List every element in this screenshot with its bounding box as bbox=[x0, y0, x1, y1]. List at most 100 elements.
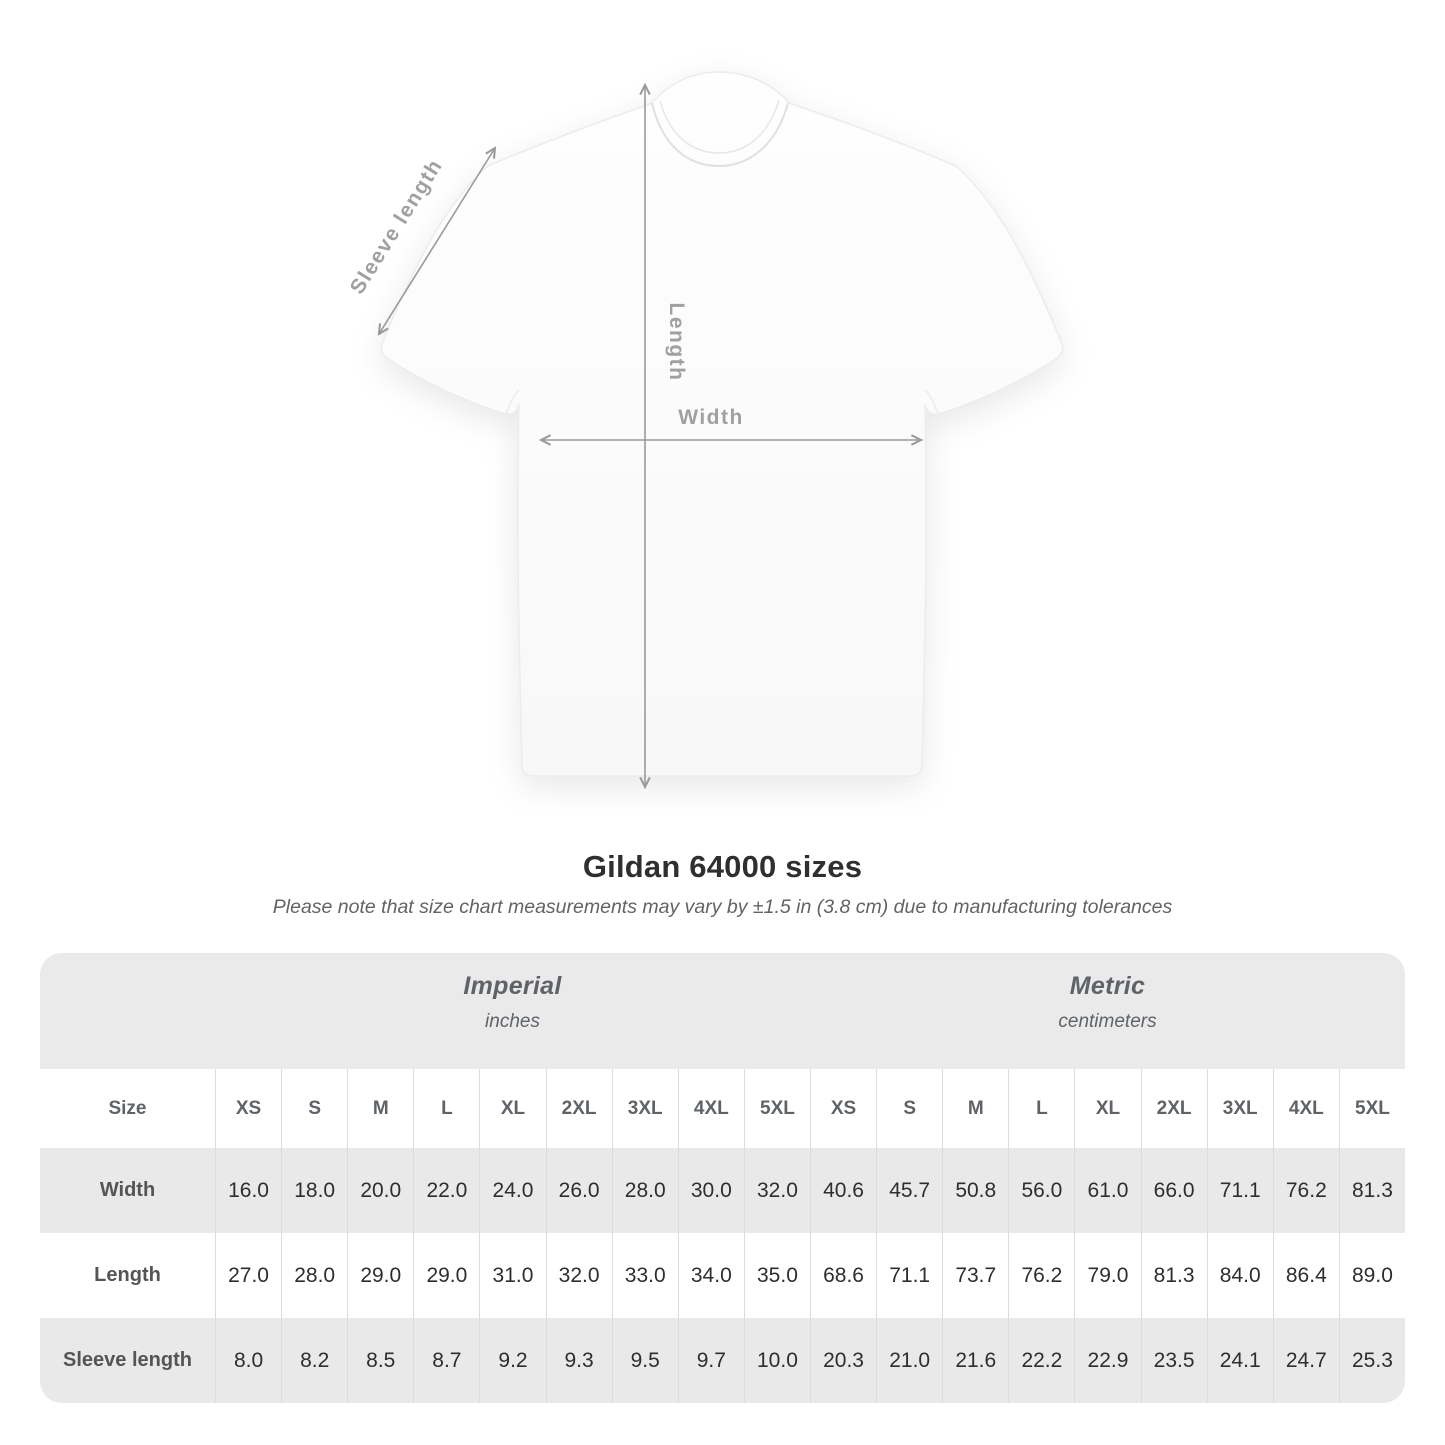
value-cell: 68.6 bbox=[810, 1233, 876, 1318]
table-row-width: Width 16.0 18.0 20.0 22.0 24.0 26.0 28.0… bbox=[40, 1148, 1405, 1233]
tshirt-collar-outer bbox=[651, 102, 789, 168]
size-table: Imperial inches Metric centimeters Size … bbox=[40, 953, 1405, 1403]
size-col-header-metric-5xl: 5XL bbox=[1338, 1069, 1405, 1148]
row-label-width: Width bbox=[99, 1179, 156, 1201]
length-label: Length bbox=[665, 303, 688, 382]
value-cell: 18.0 bbox=[281, 1148, 347, 1233]
value-cell: 24.7 bbox=[1272, 1318, 1339, 1403]
value-cell: 21.6 bbox=[942, 1318, 1008, 1403]
value-cell: 71.1 bbox=[1206, 1148, 1273, 1233]
value-cell: 23.5 bbox=[1140, 1318, 1207, 1403]
tshirt-left-sleeve-seam bbox=[505, 389, 520, 415]
size-col-header-imperial-xs: XS bbox=[215, 1069, 281, 1148]
metric-section-header: Metric centimeters bbox=[810, 953, 1405, 1069]
value-cell: 28.0 bbox=[281, 1233, 347, 1318]
size-col-header-metric-l: L bbox=[1008, 1069, 1074, 1148]
value-cell: 84.0 bbox=[1206, 1233, 1273, 1318]
value-cell: 22.0 bbox=[413, 1148, 479, 1233]
unit-band-spacer bbox=[40, 953, 215, 1069]
value-cell: 20.0 bbox=[347, 1148, 413, 1233]
value-cell: 40.6 bbox=[810, 1148, 876, 1233]
value-cell: 28.0 bbox=[611, 1148, 678, 1233]
value-cell: 8.0 bbox=[215, 1318, 281, 1403]
value-cell: 24.0 bbox=[479, 1148, 545, 1233]
value-cell: 81.3 bbox=[1140, 1233, 1207, 1318]
size-col-header-metric-2xl: 2XL bbox=[1140, 1069, 1207, 1148]
size-col-header-imperial-3xl: 3XL bbox=[611, 1069, 678, 1148]
tshirt-collar-inner bbox=[659, 99, 780, 154]
size-col-header-imperial-xl: XL bbox=[479, 1069, 545, 1148]
value-cell: 8.2 bbox=[281, 1318, 347, 1403]
size-col-header-metric-xl: XL bbox=[1074, 1069, 1140, 1148]
table-row-length: Length 27.0 28.0 29.0 29.0 31.0 32.0 33.… bbox=[40, 1233, 1405, 1318]
value-cell: 66.0 bbox=[1140, 1148, 1207, 1233]
value-cell: 31.0 bbox=[479, 1233, 545, 1318]
value-cell: 32.0 bbox=[743, 1148, 810, 1233]
value-cell: 86.4 bbox=[1272, 1233, 1339, 1318]
value-cell: 26.0 bbox=[545, 1148, 612, 1233]
value-cell: 25.3 bbox=[1338, 1318, 1405, 1403]
tshirt-diagram: Sleeve length Length Width bbox=[346, 71, 1064, 790]
value-cell: 27.0 bbox=[215, 1233, 281, 1318]
imperial-title: Imperial bbox=[463, 972, 562, 1000]
value-cell: 8.5 bbox=[347, 1318, 413, 1403]
size-header-label: Size bbox=[108, 1097, 147, 1119]
page-title: Gildan 64000 sizes bbox=[582, 849, 863, 884]
value-cell: 30.0 bbox=[677, 1148, 744, 1233]
value-cell: 71.1 bbox=[876, 1233, 942, 1318]
value-cell: 35.0 bbox=[743, 1233, 810, 1318]
imperial-section-header: Imperial inches bbox=[215, 953, 810, 1069]
value-cell: 22.2 bbox=[1008, 1318, 1074, 1403]
value-cell: 8.7 bbox=[413, 1318, 479, 1403]
value-cell: 9.7 bbox=[677, 1318, 744, 1403]
value-cell: 76.2 bbox=[1272, 1148, 1339, 1233]
value-cell: 24.1 bbox=[1206, 1318, 1273, 1403]
metric-unit: centimeters bbox=[1058, 1011, 1157, 1032]
unit-band: Imperial inches Metric centimeters bbox=[40, 953, 1405, 1069]
tolerance-note: Please note that size chart measurements… bbox=[272, 896, 1173, 918]
width-label: Width bbox=[678, 406, 744, 429]
value-cell: 33.0 bbox=[611, 1233, 678, 1318]
row-label-sleeve-length: Sleeve length bbox=[63, 1349, 192, 1371]
value-cell: 16.0 bbox=[215, 1148, 281, 1233]
row-label-length: Length bbox=[94, 1264, 161, 1286]
sleeve-length-arrow bbox=[377, 146, 497, 336]
value-cell: 50.8 bbox=[942, 1148, 1008, 1233]
size-col-header-imperial-5xl: 5XL bbox=[743, 1069, 810, 1148]
value-cell: 34.0 bbox=[677, 1233, 744, 1318]
tshirt-shape bbox=[380, 71, 1064, 777]
value-cell: 9.3 bbox=[545, 1318, 612, 1403]
size-col-header-metric-xs: XS bbox=[810, 1069, 876, 1148]
metric-title: Metric bbox=[1069, 972, 1146, 1000]
size-col-header-imperial-2xl: 2XL bbox=[545, 1069, 612, 1148]
size-col-header-metric-m: M bbox=[942, 1069, 1008, 1148]
table-row-sleeve-length: Sleeve length 8.0 8.2 8.5 8.7 9.2 9.3 9.… bbox=[40, 1318, 1405, 1403]
size-col-header-imperial-4xl: 4XL bbox=[677, 1069, 744, 1148]
value-cell: 9.5 bbox=[611, 1318, 678, 1403]
value-cell: 21.0 bbox=[876, 1318, 942, 1403]
size-col-header-metric-4xl: 4XL bbox=[1272, 1069, 1339, 1148]
value-cell: 56.0 bbox=[1008, 1148, 1074, 1233]
value-cell: 61.0 bbox=[1074, 1148, 1140, 1233]
size-col-header-imperial-m: M bbox=[347, 1069, 413, 1148]
size-header-row: Size XS S M L XL 2XL 3XL 4XL 5XL XS S M … bbox=[40, 1069, 1405, 1148]
size-col-header-imperial-s: S bbox=[281, 1069, 347, 1148]
value-cell: 89.0 bbox=[1338, 1233, 1405, 1318]
imperial-unit: inches bbox=[485, 1011, 540, 1032]
value-cell: 10.0 bbox=[743, 1318, 810, 1403]
value-cell: 45.7 bbox=[876, 1148, 942, 1233]
size-col-header-metric-3xl: 3XL bbox=[1206, 1069, 1273, 1148]
value-cell: 32.0 bbox=[545, 1233, 612, 1318]
value-cell: 76.2 bbox=[1008, 1233, 1074, 1318]
size-col-header-metric-s: S bbox=[876, 1069, 942, 1148]
value-cell: 73.7 bbox=[942, 1233, 1008, 1318]
value-cell: 29.0 bbox=[347, 1233, 413, 1318]
value-cell: 81.3 bbox=[1338, 1148, 1405, 1233]
value-cell: 79.0 bbox=[1074, 1233, 1140, 1318]
tshirt-right-sleeve-seam bbox=[924, 389, 939, 415]
value-cell: 22.9 bbox=[1074, 1318, 1140, 1403]
size-col-header-imperial-l: L bbox=[413, 1069, 479, 1148]
value-cell: 29.0 bbox=[413, 1233, 479, 1318]
value-cell: 20.3 bbox=[810, 1318, 876, 1403]
